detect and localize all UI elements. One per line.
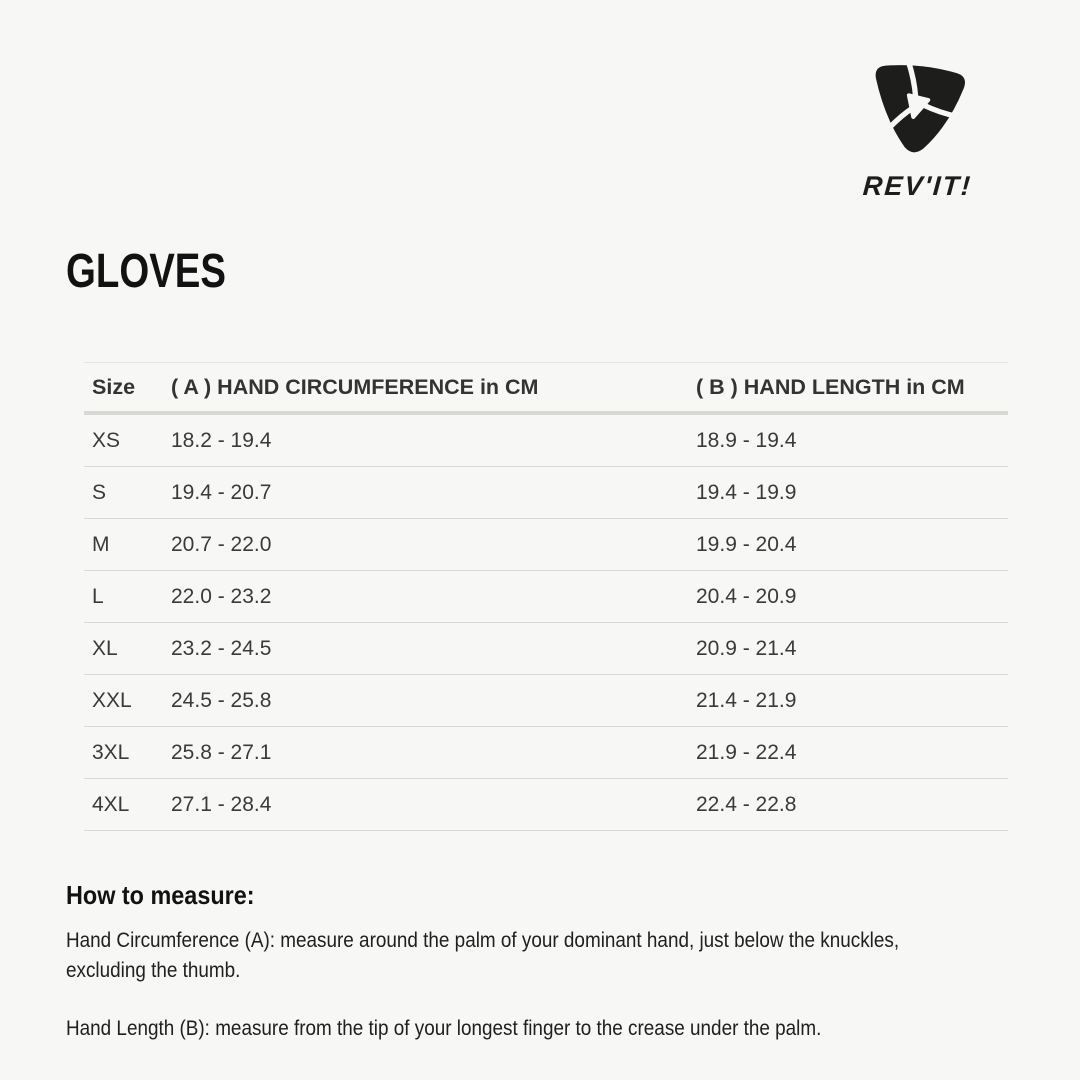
cell-size: M [92, 532, 110, 556]
page-title: GLOVES [66, 245, 227, 298]
cell-length: 19.4 - 19.9 [696, 480, 797, 504]
cell-circumference: 25.8 - 27.1 [171, 740, 272, 764]
cell-length: 21.9 - 22.4 [696, 740, 797, 764]
brand-wordmark: REV'IT! [861, 171, 973, 201]
cell-size: XXL [92, 688, 132, 712]
cell-size: S [92, 480, 107, 504]
table-row: S 19.4 - 20.7 19.4 - 19.9 [84, 467, 1008, 519]
cell-circumference: 23.2 - 24.5 [171, 636, 272, 660]
cell-circumference: 24.5 - 25.8 [171, 688, 272, 712]
cell-size: XS [92, 428, 121, 452]
table-row: XS 18.2 - 19.4 18.9 - 19.4 [84, 415, 1008, 467]
cell-size: XL [92, 636, 118, 660]
table-row: XXL 24.5 - 25.8 21.4 - 21.9 [84, 675, 1008, 727]
size-table: Size ( A ) HAND CIRCUMFERENCE in CM ( B … [84, 362, 1008, 831]
table-row: 4XL 27.1 - 28.4 22.4 - 22.8 [84, 779, 1008, 831]
cell-circumference: 27.1 - 28.4 [171, 792, 272, 816]
cell-length: 19.9 - 20.4 [696, 532, 797, 556]
cell-circumference: 22.0 - 23.2 [171, 584, 272, 608]
table-row: L 22.0 - 23.2 20.4 - 20.9 [84, 571, 1008, 623]
cell-size: 3XL [92, 740, 130, 764]
column-header-length: ( B ) HAND LENGTH in CM [696, 374, 965, 399]
brand-block: REV'IT! [842, 50, 992, 202]
how-to-measure-section: How to measure: Hand Circumference (A): … [66, 880, 1046, 1044]
cell-size: L [92, 584, 104, 608]
cell-length: 22.4 - 22.8 [696, 792, 797, 816]
cell-length: 18.9 - 19.4 [696, 428, 797, 452]
revit-logo-icon [875, 60, 965, 153]
cell-length: 20.4 - 20.9 [696, 584, 797, 608]
circumference-instructions: Hand Circumference (A): measure around t… [66, 929, 900, 982]
table-row: M 20.7 - 22.0 19.9 - 20.4 [84, 519, 1008, 571]
cell-size: 4XL [92, 792, 130, 816]
column-header-circumference: ( A ) HAND CIRCUMFERENCE in CM [171, 374, 539, 399]
cell-length: 20.9 - 21.4 [696, 636, 797, 660]
table-row: 3XL 25.8 - 27.1 21.9 - 22.4 [84, 727, 1008, 779]
length-instructions: Hand Length (B): measure from the tip of… [66, 1017, 822, 1040]
cell-circumference: 18.2 - 19.4 [171, 428, 272, 452]
cell-circumference: 20.7 - 22.0 [171, 532, 272, 556]
table-header-row: Size ( A ) HAND CIRCUMFERENCE in CM ( B … [84, 362, 1008, 415]
table-row: XL 23.2 - 24.5 20.9 - 21.4 [84, 623, 1008, 675]
cell-circumference: 19.4 - 20.7 [171, 480, 272, 504]
how-to-measure-heading: How to measure: [66, 880, 255, 910]
column-header-size: Size [92, 374, 136, 399]
cell-length: 21.4 - 21.9 [696, 688, 797, 712]
size-table-body: XS 18.2 - 19.4 18.9 - 19.4 S 19.4 - 20.7 19.4… [84, 415, 1008, 831]
